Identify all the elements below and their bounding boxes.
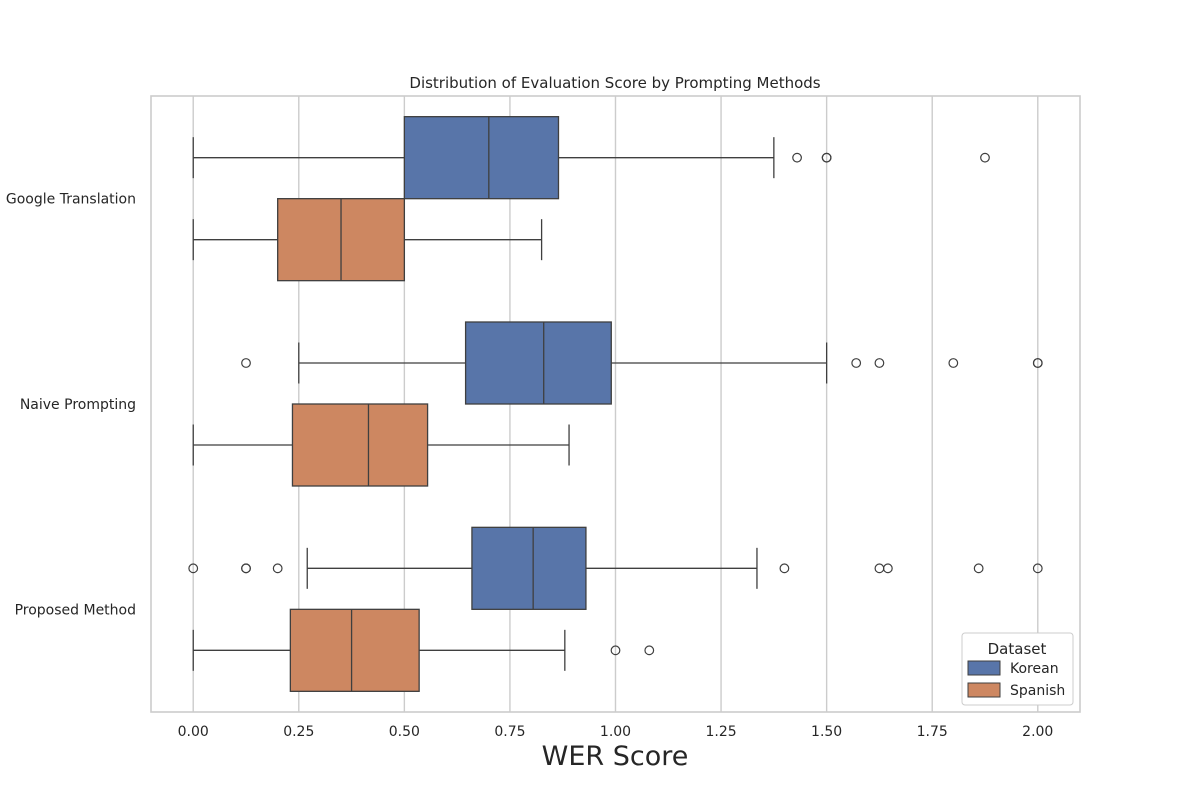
legend-swatch-korean — [967, 660, 1001, 676]
legend-swatch-spanish — [967, 682, 1001, 698]
box-layer — [188, 116, 1043, 692]
y-tick-label: Proposed Method — [15, 602, 136, 618]
outlier-point — [948, 358, 959, 368]
iqr-box — [464, 321, 612, 405]
legend-title: Dataset — [988, 640, 1047, 658]
box-spanish-1 — [192, 403, 570, 487]
box-korean-0 — [192, 116, 990, 200]
x-tick-label: 1.50 — [811, 724, 842, 740]
y-tick-labels: Google Translation Naive Prompting Propose… — [6, 192, 136, 619]
x-axis-label: WER Score — [542, 741, 689, 772]
outlier-point — [973, 563, 984, 574]
chart-title: Distribution of Evaluation Score by Prom… — [409, 74, 820, 92]
x-tick-label: 1.00 — [600, 724, 631, 740]
outlier-point — [644, 645, 655, 656]
outlier-point — [1032, 563, 1043, 574]
iqr-box — [471, 526, 587, 610]
outlier-point — [241, 358, 251, 368]
box-korean-2 — [188, 526, 1043, 610]
x-tick-labels: 0.00 0.25 0.50 0.75 1.00 1.25 1.50 1.75 2.00 — [178, 724, 1054, 740]
box-korean-1 — [241, 321, 1043, 405]
x-tick-label: 0.25 — [283, 724, 314, 740]
outlier-point — [851, 358, 862, 368]
outlier-point — [874, 358, 885, 368]
outlier-point — [792, 152, 802, 163]
x-tick-label: 1.25 — [705, 724, 736, 740]
legend-label-spanish: Spanish — [1010, 683, 1065, 699]
legend-label-korean: Korean — [1010, 661, 1059, 677]
outlier-point — [874, 563, 885, 574]
outlier-point — [188, 563, 199, 574]
outlier-point — [980, 152, 990, 163]
box-spanish-0 — [192, 198, 543, 282]
outlier-point — [779, 563, 790, 574]
outlier-point — [821, 152, 832, 163]
x-tick-label: 0.50 — [389, 724, 420, 740]
x-tick-label: 0.75 — [494, 724, 525, 740]
iqr-box — [289, 608, 420, 692]
x-tick-label: 2.00 — [1022, 724, 1053, 740]
outlier-point — [610, 645, 621, 656]
box-spanish-2 — [192, 608, 655, 692]
x-tick-label: 0.00 — [178, 724, 209, 740]
plot-frame — [150, 95, 1081, 713]
legend: Dataset Korean Spanish — [961, 632, 1074, 706]
outlier-point — [1032, 358, 1043, 368]
y-tick-label: Google Translation — [6, 192, 136, 208]
outlier-point — [272, 563, 283, 574]
iqr-box — [403, 116, 560, 200]
outlier-point — [241, 563, 251, 574]
y-tick-label: Naive Prompting — [20, 397, 136, 413]
iqr-box — [291, 403, 429, 487]
outlier-point — [882, 563, 893, 574]
x-tick-label: 1.75 — [917, 724, 948, 740]
